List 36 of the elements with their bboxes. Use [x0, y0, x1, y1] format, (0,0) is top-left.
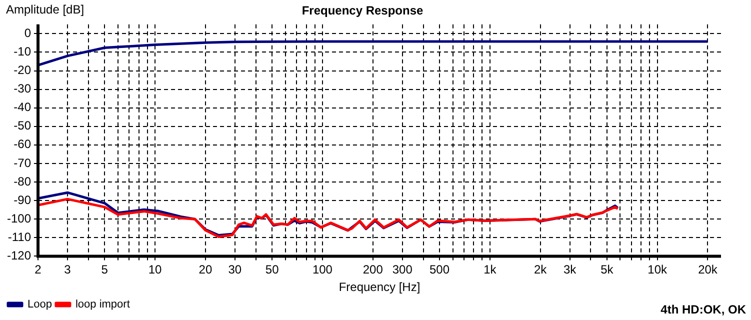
- y-tick-label: -60: [14, 137, 32, 152]
- x-tick-label: 10k: [648, 262, 668, 277]
- x-tick-label: 5k: [600, 262, 614, 277]
- x-tick-label: 500: [429, 262, 450, 277]
- y-tick-label: -100: [6, 211, 32, 226]
- y-tick-label: -10: [14, 44, 32, 59]
- x-tick-label: 300: [392, 262, 413, 277]
- x-tick-label: 3k: [563, 262, 578, 277]
- x-tick-label: 3: [64, 262, 72, 277]
- x-tick-label: 30: [228, 262, 242, 277]
- y-tick-label: -20: [14, 63, 32, 78]
- x-tick-label: 50: [265, 262, 280, 277]
- x-tick-label: 10: [148, 262, 162, 277]
- y-axis-title: Amplitude [dB]: [6, 2, 84, 16]
- y-tick-label: -40: [14, 100, 32, 114]
- text: 4th HD:OK, OK: [660, 302, 746, 316]
- x-tick-label: 200: [362, 262, 384, 277]
- y-tick-label: -70: [14, 156, 32, 170]
- y-tick-label: -50: [14, 118, 32, 133]
- legend-label: Loop: [28, 298, 52, 311]
- y-tick-label: -110: [8, 230, 32, 244]
- x-tick-label: 1k: [484, 262, 498, 277]
- x-tick-label: 2k: [534, 262, 548, 277]
- x-tick-label: 5: [101, 262, 108, 277]
- y-tick-label: -120: [6, 248, 32, 263]
- x-axis-title: Frequency [Hz]: [338, 280, 420, 294]
- chart-title: Frequency Response: [302, 4, 424, 18]
- y-tick-label: -80: [14, 174, 32, 188]
- x-tick-label: 20k: [698, 262, 718, 277]
- y-tick-label: -30: [14, 82, 32, 96]
- y-tick-label: 0: [24, 26, 32, 40]
- legend-label: loop import: [75, 298, 130, 311]
- x-tick-label: 100: [312, 262, 333, 277]
- x-tick-label: 2: [34, 262, 42, 277]
- x-tick-label: 20: [198, 262, 212, 277]
- y-tick-label: -90: [14, 192, 32, 207]
